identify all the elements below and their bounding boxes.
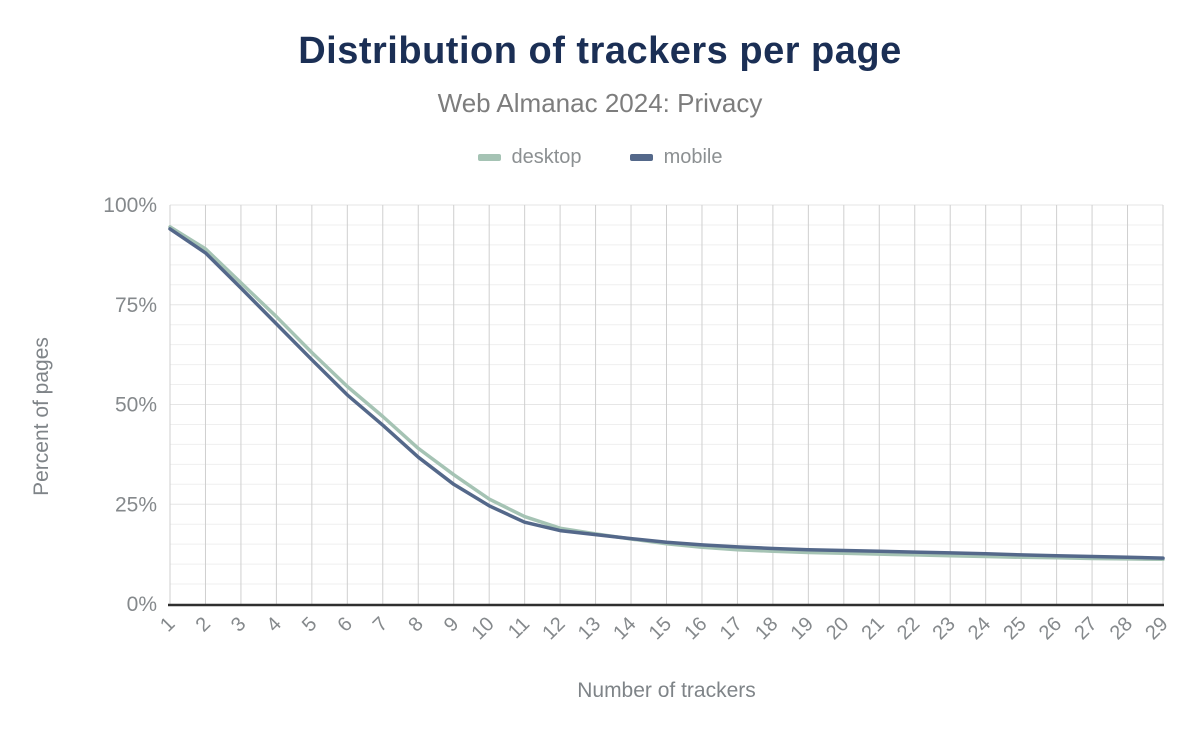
mobile-swatch-icon bbox=[629, 154, 653, 161]
svg-text:75%: 75% bbox=[115, 294, 157, 317]
svg-text:25%: 25% bbox=[115, 493, 157, 516]
svg-text:1: 1 bbox=[156, 613, 179, 636]
svg-text:100%: 100% bbox=[103, 194, 157, 217]
svg-text:15: 15 bbox=[645, 613, 676, 644]
svg-text:12: 12 bbox=[538, 613, 569, 644]
svg-text:25: 25 bbox=[999, 613, 1030, 644]
svg-text:19: 19 bbox=[787, 613, 818, 644]
svg-text:8: 8 bbox=[404, 613, 427, 636]
svg-text:6: 6 bbox=[333, 613, 356, 636]
svg-text:22: 22 bbox=[893, 613, 924, 644]
svg-text:11: 11 bbox=[504, 613, 534, 643]
svg-text:26: 26 bbox=[1035, 613, 1066, 644]
svg-text:17: 17 bbox=[716, 613, 747, 644]
svg-text:23: 23 bbox=[928, 613, 959, 644]
legend-item-mobile: mobile bbox=[629, 146, 723, 169]
svg-text:14: 14 bbox=[609, 613, 640, 644]
svg-text:27: 27 bbox=[1070, 613, 1101, 644]
y-axis-title: Percent of pages bbox=[30, 337, 53, 496]
legend-label-desktop: desktop bbox=[511, 146, 582, 168]
x-axis-title: Number of trackers bbox=[577, 679, 756, 702]
legend-label-mobile: mobile bbox=[663, 146, 723, 168]
svg-text:5: 5 bbox=[298, 613, 321, 636]
svg-text:50%: 50% bbox=[115, 394, 157, 417]
chart-subtitle: Web Almanac 2024: Privacy bbox=[437, 88, 763, 118]
desktop-swatch-icon bbox=[477, 154, 501, 161]
svg-text:4: 4 bbox=[263, 613, 286, 636]
svg-text:20: 20 bbox=[822, 613, 853, 644]
svg-text:18: 18 bbox=[751, 613, 782, 644]
chart-canvas: 0% 25% 50% 75% 100% 1 2 3 4 5 6 7 8 9 10 11 12 13 14 15 16 17… bbox=[0, 180, 1200, 742]
svg-text:24: 24 bbox=[964, 613, 995, 644]
svg-text:28: 28 bbox=[1106, 613, 1137, 644]
legend: desktop mobile bbox=[0, 146, 1200, 169]
svg-text:16: 16 bbox=[680, 613, 711, 644]
svg-text:0%: 0% bbox=[127, 593, 157, 616]
legend-item-desktop: desktop bbox=[477, 146, 582, 169]
svg-text:9: 9 bbox=[440, 613, 463, 636]
svg-text:29: 29 bbox=[1141, 613, 1172, 644]
chart-title: Distribution of trackers per page bbox=[298, 30, 902, 72]
svg-text:2: 2 bbox=[192, 613, 215, 636]
line-chart: 0%25%50%75%100%1 2 3 4 5 6 7 8 9 10 11 12 13 14 15 16 17… bbox=[30, 194, 1173, 702]
svg-text:3: 3 bbox=[227, 613, 250, 636]
svg-text:13: 13 bbox=[574, 613, 605, 644]
svg-text:7: 7 bbox=[369, 613, 392, 636]
svg-text:10: 10 bbox=[467, 613, 498, 644]
svg-text:21: 21 bbox=[858, 613, 889, 644]
